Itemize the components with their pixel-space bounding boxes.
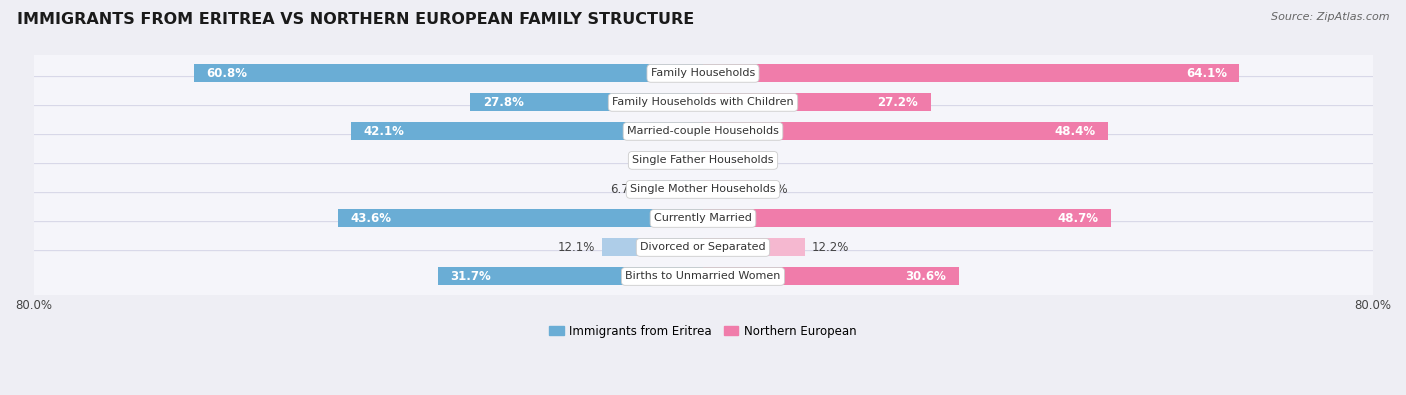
Text: 42.1%: 42.1% xyxy=(363,125,404,138)
Bar xyxy=(703,64,1240,82)
FancyBboxPatch shape xyxy=(25,164,1381,215)
Text: 6.7%: 6.7% xyxy=(610,183,640,196)
Bar xyxy=(471,93,703,111)
Text: Family Households with Children: Family Households with Children xyxy=(612,98,794,107)
Text: 64.1%: 64.1% xyxy=(1185,67,1227,80)
Bar xyxy=(194,64,703,82)
Bar xyxy=(703,93,931,111)
Legend: Immigrants from Eritrea, Northern European: Immigrants from Eritrea, Northern Europe… xyxy=(544,320,862,342)
Text: Single Father Households: Single Father Households xyxy=(633,155,773,166)
Bar xyxy=(703,181,752,198)
Text: Married-couple Households: Married-couple Households xyxy=(627,126,779,136)
Text: 5.8%: 5.8% xyxy=(758,183,787,196)
Text: 12.1%: 12.1% xyxy=(558,241,595,254)
Bar xyxy=(647,181,703,198)
Text: 12.2%: 12.2% xyxy=(811,241,849,254)
Bar xyxy=(703,122,1108,140)
FancyBboxPatch shape xyxy=(25,222,1381,273)
FancyBboxPatch shape xyxy=(25,105,1381,157)
Text: Single Mother Households: Single Mother Households xyxy=(630,184,776,194)
Text: 60.8%: 60.8% xyxy=(207,67,247,80)
FancyBboxPatch shape xyxy=(25,193,1381,244)
Text: Currently Married: Currently Married xyxy=(654,213,752,224)
Bar xyxy=(602,239,703,256)
Bar xyxy=(682,151,703,169)
Bar xyxy=(703,267,959,286)
Bar xyxy=(437,267,703,286)
Bar xyxy=(703,151,721,169)
FancyBboxPatch shape xyxy=(25,250,1381,302)
Text: 30.6%: 30.6% xyxy=(905,270,946,283)
Text: IMMIGRANTS FROM ERITREA VS NORTHERN EUROPEAN FAMILY STRUCTURE: IMMIGRANTS FROM ERITREA VS NORTHERN EURO… xyxy=(17,12,695,27)
FancyBboxPatch shape xyxy=(25,47,1381,99)
Bar xyxy=(703,239,806,256)
Text: 2.2%: 2.2% xyxy=(728,154,758,167)
Bar xyxy=(337,209,703,228)
Bar xyxy=(350,122,703,140)
FancyBboxPatch shape xyxy=(25,77,1381,128)
Text: 31.7%: 31.7% xyxy=(450,270,491,283)
Bar xyxy=(703,209,1111,228)
Text: Births to Unmarried Women: Births to Unmarried Women xyxy=(626,271,780,281)
FancyBboxPatch shape xyxy=(25,135,1381,186)
Text: Divorced or Separated: Divorced or Separated xyxy=(640,243,766,252)
Text: Family Households: Family Households xyxy=(651,68,755,78)
Text: 48.7%: 48.7% xyxy=(1057,212,1098,225)
Text: 2.5%: 2.5% xyxy=(645,154,675,167)
Text: 27.8%: 27.8% xyxy=(482,96,524,109)
Text: 27.2%: 27.2% xyxy=(877,96,918,109)
Text: Source: ZipAtlas.com: Source: ZipAtlas.com xyxy=(1271,12,1389,22)
Text: 48.4%: 48.4% xyxy=(1054,125,1095,138)
Text: 43.6%: 43.6% xyxy=(350,212,392,225)
